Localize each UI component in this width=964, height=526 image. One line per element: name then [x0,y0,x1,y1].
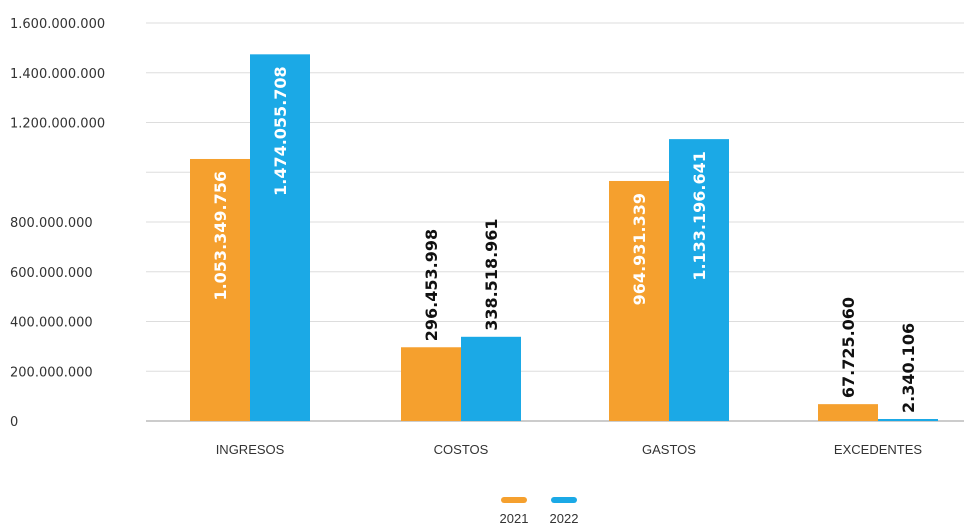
bar-gastos-2021 [609,180,669,421]
bar-excedentes-2021 [818,404,878,421]
bar-costos-2022 [461,336,521,421]
data-label: 338.518.961 [482,218,501,330]
bars [190,54,938,421]
data-label: 2.340.106 [899,323,918,413]
bar-costos-2021 [401,347,461,421]
bar-excedentes-2022 [878,419,938,421]
data-label: 67.725.060 [839,297,858,398]
y-tick-label: 200.000.000 [10,365,93,380]
data-label: 1.133.196.641 [690,151,709,281]
y-tick-label: 1.600.000.000 [10,17,105,32]
x-tick-label: INGRESOS [216,442,285,457]
data-label: 964.931.339 [630,193,649,305]
y-tick-label: 1.400.000.000 [10,67,105,82]
y-tick-label: 800.000.000 [10,216,93,231]
data-labels: 1.053.349.756 1.474.055.708 296.453.998 338… [211,66,918,413]
y-tick-label: 1.200.000.000 [10,117,105,132]
data-label: 296.453.998 [422,229,441,341]
y-tick-label: 600.000.000 [10,266,93,281]
data-label: 1.474.055.708 [271,66,290,196]
x-axis-tick-labels: INGRESOS COSTOS GASTOS EXCEDENTES [216,442,923,457]
legend-label: 2022 [550,511,579,526]
data-label: 1.053.349.756 [211,171,230,301]
legend: 2021 2022 [500,497,579,526]
bar-gastos-2022 [669,139,729,421]
y-tick-label: 0 [10,415,18,430]
y-tick-label: 400.000.000 [10,316,93,331]
x-tick-label: GASTOS [642,442,696,457]
legend-label: 2021 [500,511,529,526]
bar-ingresos-2022 [250,54,310,421]
bar-ingresos-2021 [190,158,250,421]
x-tick-label: COSTOS [434,442,489,457]
y-axis-tick-labels: 0 200.000.000 400.000.000 600.000.000 800.00… [10,17,105,430]
x-tick-label: EXCEDENTES [834,442,922,457]
